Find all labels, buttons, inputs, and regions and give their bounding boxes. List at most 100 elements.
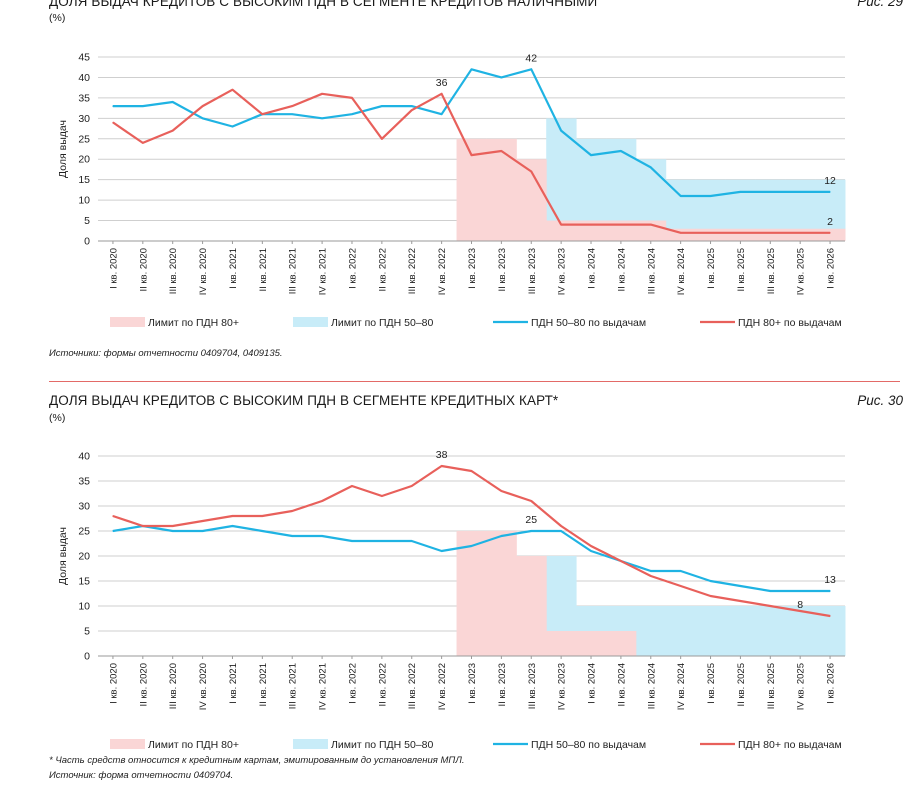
data-point [381, 540, 383, 542]
x-tick-label: II кв. 2021 [258, 248, 269, 292]
x-tick-label: IV кв. 2022 [437, 248, 448, 295]
chart-2-source: Источник: форма отчетности 0409704. [49, 770, 234, 781]
y-tick-label: 15 [78, 174, 90, 186]
data-point [172, 530, 174, 532]
limit-bar [815, 228, 846, 241]
chart-2: 0 5 10 15 20 25 30 35 40 Доля выдач I кв. 2020 II к… [57, 449, 846, 751]
y-tick-label: 20 [78, 154, 90, 166]
x-tick-label: I кв. 2021 [228, 248, 239, 289]
data-label: 8 [797, 599, 803, 611]
data-label: 36 [436, 77, 448, 89]
data-point [411, 109, 413, 111]
chart-2-footnote: * Часть средств относится к кредитным ка… [49, 755, 465, 766]
data-point [411, 485, 413, 487]
data-point [799, 590, 801, 592]
x-tick-label: II кв. 2020 [138, 248, 149, 292]
data-point [351, 97, 353, 99]
x-tick-label: III кв. 2024 [646, 663, 657, 709]
x-tick-label: IV кв. 2023 [557, 663, 568, 710]
limit-bar [695, 606, 726, 656]
x-tick-label: I кв. 2026 [826, 248, 837, 289]
data-point [590, 550, 592, 552]
data-point [530, 68, 532, 70]
data-point [829, 191, 831, 193]
data-point [321, 117, 323, 119]
data-label: 25 [525, 514, 537, 526]
data-point [590, 224, 592, 226]
x-tick-label: I кв. 2021 [228, 663, 239, 704]
data-point [351, 485, 353, 487]
legend-label: Лимит по ПДН 50–80 [331, 317, 434, 329]
data-label: 12 [824, 175, 836, 187]
limit-bar [695, 228, 726, 241]
data-point [441, 465, 443, 467]
x-tick-label: I кв. 2020 [108, 248, 119, 289]
data-point [739, 600, 742, 602]
x-tick-label: III кв. 2020 [168, 663, 179, 709]
data-point [620, 560, 622, 562]
y-tick-label: 30 [78, 113, 90, 125]
legend-swatch [293, 317, 328, 327]
y-tick-label: 25 [78, 133, 90, 145]
x-tick-label: IV кв. 2024 [676, 248, 687, 295]
x-tick-label: IV кв. 2025 [796, 248, 807, 295]
limit-bar [725, 606, 756, 656]
data-point [142, 525, 144, 527]
y-axis-title: Доля выдач [57, 527, 69, 585]
data-point [411, 105, 413, 107]
x-tick-label: III кв. 2025 [766, 248, 777, 294]
data-point [470, 470, 473, 472]
x-tick-label: IV кв. 2020 [198, 248, 209, 295]
x-tick-label: I кв. 2022 [347, 663, 358, 704]
data-point [560, 525, 562, 527]
data-point [231, 515, 234, 517]
data-label: 38 [436, 449, 448, 461]
x-tick-label: I кв. 2020 [108, 663, 119, 704]
y-axis-title: Доля выдач [57, 120, 69, 178]
legend-label: ПДН 80+ по выдачам [738, 317, 842, 329]
limit-bar [576, 631, 607, 656]
data-point [709, 595, 712, 597]
data-point [381, 495, 383, 497]
chart-1-source: Источники: формы отчетности 0409704, 040… [49, 348, 283, 359]
data-point [201, 117, 204, 119]
data-point [261, 515, 263, 517]
data-point [112, 105, 114, 107]
chart-1-title: ДОЛЯ ВЫДАЧ КРЕДИТОВ С ВЫСОКИМ ПДН В СЕГМ… [49, 0, 598, 9]
legend-label: ПДН 80+ по выдачам [738, 739, 842, 751]
limit-bar [516, 556, 547, 656]
data-label: 2 [827, 216, 833, 228]
data-point [709, 195, 712, 197]
data-point [470, 545, 473, 547]
legend-label: Лимит по ПДН 80+ [148, 317, 239, 329]
data-point [560, 530, 562, 532]
x-tick-label: I кв. 2026 [826, 663, 837, 704]
data-point [769, 590, 771, 592]
data-point [769, 191, 771, 193]
data-point [799, 191, 801, 193]
x-tick-label: III кв. 2025 [766, 663, 777, 709]
data-point [172, 130, 174, 132]
legend-label: Лимит по ПДН 80+ [148, 739, 239, 751]
chart-1-figure-label: Рис. 29 [857, 0, 903, 9]
x-tick-label: II кв. 2024 [616, 248, 627, 292]
x-tick-label: I кв. 2025 [706, 248, 717, 289]
data-point [231, 525, 234, 527]
data-point [291, 510, 293, 512]
y-tick-label: 35 [78, 476, 90, 488]
data-point [112, 530, 114, 532]
limit-bar [456, 531, 487, 656]
data-label: 13 [824, 574, 836, 586]
data-point [739, 232, 742, 234]
data-point [829, 590, 831, 592]
data-point [470, 154, 473, 156]
y-tick-label: 5 [84, 215, 90, 227]
x-tick-label: II кв. 2023 [497, 248, 508, 292]
limit-bar [486, 531, 517, 656]
x-tick-label: III кв. 2021 [288, 248, 299, 294]
x-tick-label: I кв. 2023 [467, 663, 478, 704]
limit-bar [635, 606, 667, 656]
limit-bar [665, 606, 697, 656]
data-point [231, 125, 234, 128]
data-point [709, 232, 712, 234]
